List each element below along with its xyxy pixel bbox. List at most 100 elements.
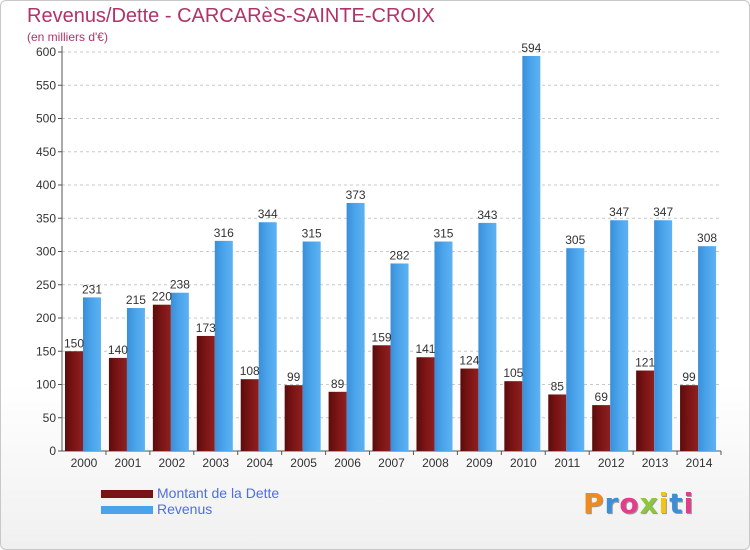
bar-revenus	[126, 308, 145, 451]
bar-dette	[548, 394, 567, 451]
legend-label-revenus: Revenus	[157, 501, 213, 517]
value-label-revenus: 305	[565, 233, 585, 247]
legend-swatch-dette	[101, 490, 153, 498]
bar-revenus	[346, 202, 365, 451]
value-label-dette: 141	[415, 342, 435, 356]
y-tick-label: 200	[36, 311, 56, 325]
value-label-dette: 121	[635, 356, 655, 370]
bar-dette	[504, 381, 523, 451]
proxiti-logo: Proxiti	[583, 487, 694, 520]
bar-dette	[460, 368, 479, 451]
x-tick-label: 2001	[115, 456, 142, 470]
value-label-dette: 220	[152, 290, 172, 304]
y-tick-label: 550	[36, 78, 56, 92]
value-label-dette: 85	[551, 379, 565, 393]
logo-letter: x	[639, 487, 659, 520]
bar-revenus	[522, 55, 541, 452]
bar-revenus	[214, 240, 233, 451]
y-tick-label: 600	[36, 45, 56, 59]
value-label-revenus: 215	[126, 293, 146, 307]
value-label-dette: 89	[331, 377, 345, 391]
value-label-revenus: 231	[82, 282, 102, 296]
value-label-revenus: 373	[346, 188, 366, 202]
bar-dette	[240, 379, 259, 451]
value-label-revenus: 282	[390, 248, 410, 262]
bar-dette	[636, 370, 655, 451]
value-label-dette: 124	[459, 354, 479, 368]
bar-revenus	[170, 292, 189, 451]
bar-dette	[592, 405, 611, 451]
y-tick-label: 350	[36, 211, 56, 225]
x-tick-label: 2014	[686, 456, 713, 470]
x-tick-label: 2006	[334, 456, 361, 470]
x-tick-label: 2002	[158, 456, 185, 470]
bar-dette	[328, 391, 347, 451]
logo-letter: i	[683, 487, 695, 520]
bars	[65, 55, 717, 452]
y-tick-label: 400	[36, 178, 56, 192]
value-label-revenus: 347	[653, 205, 673, 219]
x-tick-label: 2010	[510, 456, 537, 470]
value-label-dette: 69	[595, 390, 609, 404]
value-label-dette: 108	[240, 364, 260, 378]
bar-revenus	[566, 248, 585, 451]
x-tick-label: 2013	[642, 456, 669, 470]
x-tick-label: 2003	[202, 456, 229, 470]
logo-letter: i	[658, 487, 670, 520]
y-tick-label: 100	[36, 378, 56, 392]
value-label-dette: 105	[503, 366, 523, 380]
page-title: Revenus/Dette - CARCARèS-SAINTE-CROIX	[27, 5, 435, 27]
legend-swatch-revenus	[101, 506, 153, 514]
page-subtitle: (en milliers d'€)	[27, 30, 108, 44]
value-label-revenus: 308	[697, 231, 717, 245]
bar-dette	[284, 385, 303, 451]
bar-revenus	[434, 241, 453, 451]
x-tick-label: 2009	[466, 456, 493, 470]
y-tick-label: 450	[36, 145, 56, 159]
x-tick-label: 2011	[554, 456, 580, 470]
bar-dette	[372, 345, 391, 451]
value-label-dette: 159	[372, 330, 392, 344]
x-tick-label: 2004	[246, 456, 273, 470]
y-tick-label: 300	[36, 245, 56, 259]
y-tick-label: 50	[43, 411, 57, 425]
x-tick-label: 2007	[378, 456, 405, 470]
y-tick-label: 250	[36, 278, 56, 292]
bar-revenus	[698, 246, 717, 451]
bar-dette	[196, 335, 215, 451]
value-label-revenus: 343	[477, 208, 497, 222]
x-tick-label: 2008	[422, 456, 449, 470]
axes: 0 50 100 150 200 250 300 350 400 450 500 550 600 2000…	[36, 45, 722, 470]
y-tick-label: 500	[36, 112, 56, 126]
value-label-revenus: 315	[302, 227, 322, 241]
bar-dette	[65, 351, 83, 451]
y-tick-label: 0	[49, 444, 56, 458]
logo-letter: P	[583, 487, 605, 520]
value-label-revenus: 315	[433, 227, 453, 241]
value-label-dette: 150	[64, 336, 84, 350]
y-tick-label: 150	[36, 344, 56, 358]
value-label-dette: 173	[196, 321, 216, 335]
legend-label-dette: Montant de la Dette	[157, 485, 280, 501]
logo-letter: o	[619, 487, 640, 520]
bar-dette	[152, 304, 171, 451]
bar-dette	[680, 385, 699, 451]
value-label-dette: 99	[682, 370, 696, 384]
value-label-revenus: 316	[214, 226, 234, 240]
value-label-revenus: 594	[521, 41, 541, 55]
bar-revenus	[258, 222, 277, 451]
bar-revenus	[610, 220, 629, 451]
value-label-revenus: 347	[609, 205, 629, 219]
bar-dette	[108, 357, 127, 451]
x-tick-label: 2000	[71, 456, 98, 470]
bar-revenus	[654, 220, 673, 451]
x-tick-label: 2012	[598, 456, 625, 470]
value-label-dette: 140	[108, 343, 128, 357]
bar-revenus	[478, 222, 497, 451]
value-label-revenus: 238	[170, 278, 190, 292]
logo-letter: r	[604, 487, 620, 520]
value-label-revenus: 344	[258, 207, 278, 221]
